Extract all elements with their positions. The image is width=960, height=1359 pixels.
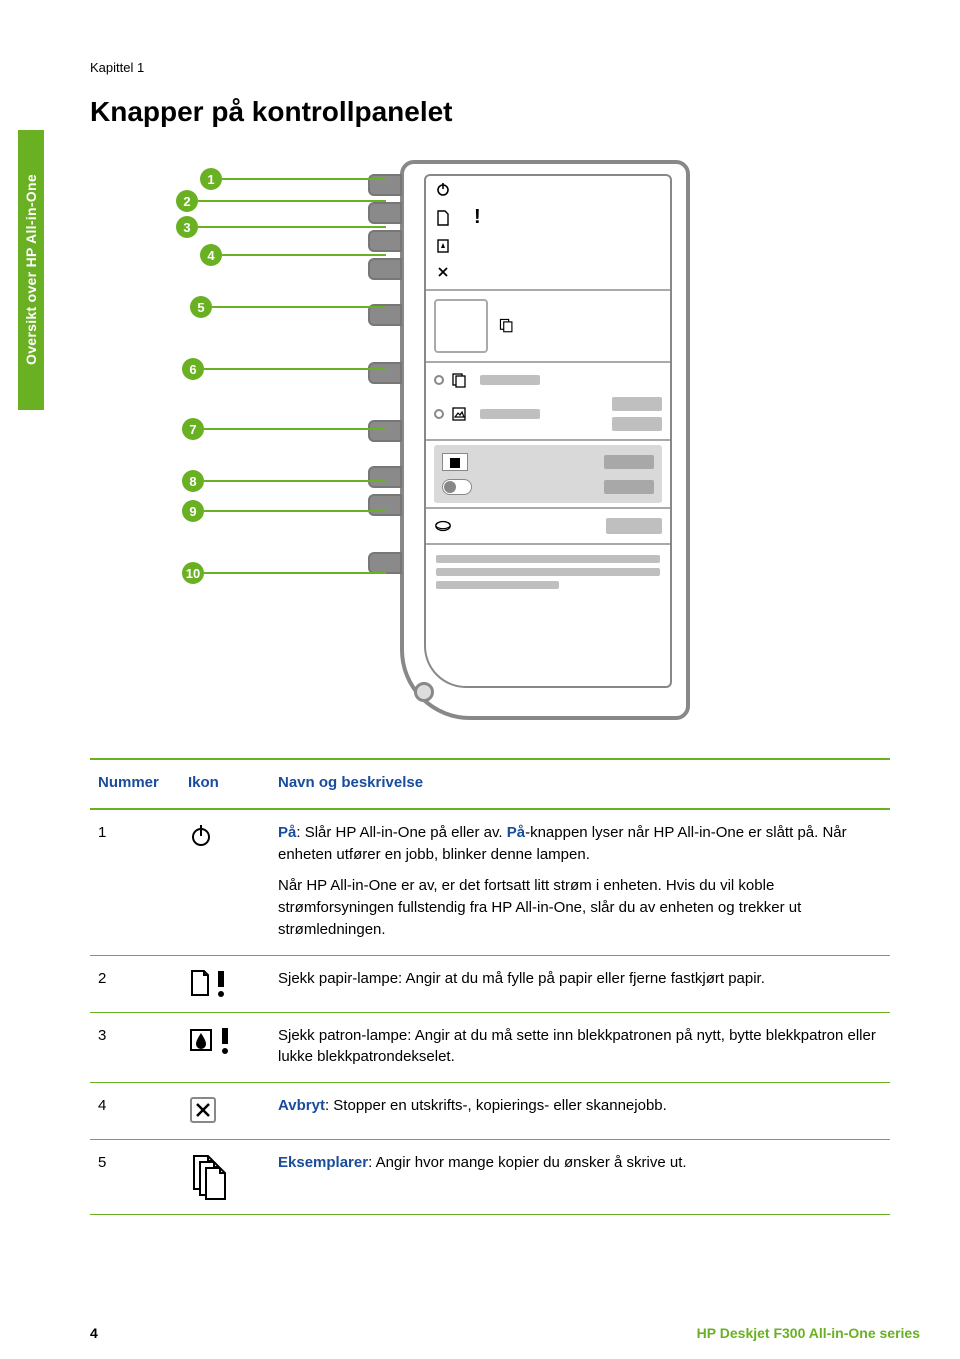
control-panel-diagram: ! <box>130 160 690 720</box>
row-desc: Sjekk papir-lampe: Angir at du må fylle … <box>270 955 890 1012</box>
cancel-icon <box>180 1083 270 1140</box>
ink-icon <box>434 237 452 255</box>
text-line <box>436 581 559 589</box>
callout-num: 8 <box>182 470 204 492</box>
page-title: Knapper på kontrollpanelet <box>90 96 453 128</box>
table-row: 2 Sjekk papir-lampe: Angir at du må fyll… <box>90 955 890 1012</box>
screw <box>414 682 434 702</box>
row-desc: Eksemplarer: Angir hvor mange kopier du … <box>270 1140 890 1215</box>
bar <box>480 375 540 385</box>
callout-num: 5 <box>190 296 212 318</box>
table-row: 3 Sjekk patron-lampe: Angir at du må set… <box>90 1012 890 1083</box>
toggle <box>442 479 472 495</box>
th-num: Nummer <box>90 759 180 809</box>
photo-icon <box>450 405 468 423</box>
led <box>434 375 444 385</box>
callout-num: 6 <box>182 358 204 380</box>
side-tab: Oversikt over HP All-in-One <box>18 130 44 410</box>
table-row: 5 Eksemplarer: Angir hvor mange kopier d… <box>90 1140 890 1215</box>
copies-icon <box>498 317 516 335</box>
callout-num: 3 <box>176 216 198 238</box>
table-row: 4 Avbryt: Stopper en utskrifts-, kopieri… <box>90 1083 890 1140</box>
paper-warn-icon <box>180 955 270 1012</box>
callout-num: 4 <box>200 244 222 266</box>
scan-icon <box>434 517 452 535</box>
power-icon <box>434 180 452 198</box>
row-num: 1 <box>90 809 180 955</box>
page-icon <box>434 209 452 227</box>
table-row: 1 På: Slår HP All-in-One på eller av. På… <box>90 809 890 955</box>
bar <box>480 409 540 419</box>
power-icon <box>180 809 270 955</box>
row-num: 3 <box>90 1012 180 1083</box>
bar <box>604 480 654 494</box>
text-line <box>436 555 660 563</box>
row-num: 4 <box>90 1083 180 1140</box>
grey-section <box>434 445 662 503</box>
device-outline: ! <box>400 160 690 720</box>
ink-warn-icon <box>180 1012 270 1083</box>
panel-inner: ! <box>424 174 672 688</box>
row-desc: Sjekk patron-lampe: Angir at du må sette… <box>270 1012 890 1083</box>
callout-num: 10 <box>182 562 204 584</box>
row-num: 5 <box>90 1140 180 1215</box>
product-name: HP Deskjet F300 All-in-One series <box>697 1325 920 1341</box>
callout-num: 7 <box>182 418 204 440</box>
callout-num: 1 <box>200 168 222 190</box>
th-desc: Navn og beskrivelse <box>270 759 890 809</box>
bar <box>612 417 662 431</box>
bar <box>604 455 654 469</box>
row-desc: På: Slår HP All-in-One på eller av. På-k… <box>270 809 890 955</box>
th-icon: Ikon <box>180 759 270 809</box>
bar <box>612 397 662 411</box>
text-line <box>436 568 660 576</box>
exclaim-icon: ! <box>474 206 481 229</box>
row-desc: Avbryt: Stopper en utskrifts-, kopiering… <box>270 1083 890 1140</box>
doc-icon <box>450 371 468 389</box>
bar <box>606 518 662 534</box>
callout-num: 2 <box>176 190 198 212</box>
row-num: 2 <box>90 955 180 1012</box>
chip <box>442 453 468 471</box>
led <box>434 409 444 419</box>
chapter-label: Kapittel 1 <box>90 60 144 75</box>
cancel-icon <box>434 263 452 281</box>
buttons-table: Nummer Ikon Navn og beskrivelse 1 På: Sl… <box>90 758 890 1215</box>
page-number: 4 <box>90 1325 98 1341</box>
copies-box <box>434 299 488 353</box>
callout-num: 9 <box>182 500 204 522</box>
copies-icon <box>180 1140 270 1215</box>
